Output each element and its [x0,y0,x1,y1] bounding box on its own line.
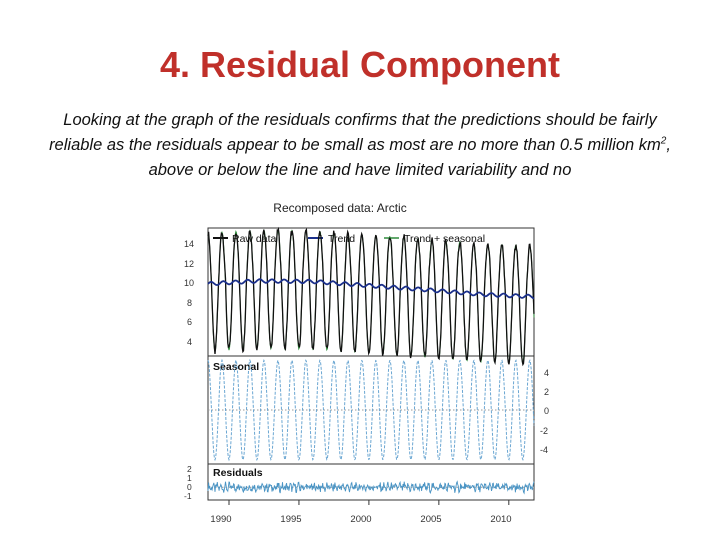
residual-ytick: 0 [187,482,192,492]
series-seasonal [207,358,535,462]
body-text: Looking at the graph of the residuals co… [40,108,680,184]
body-text-part1: Looking at the graph of the residuals co… [49,111,661,154]
residual-ytick: -1 [184,491,192,501]
series-raw-data [207,226,535,367]
raw-ytick: 4 [187,337,192,347]
xtick-2000: 2000 [350,514,371,525]
xtick-1990: 1990 [210,514,231,525]
seasonal-ytick: -2 [540,426,548,436]
residual-y-ticks: 2 1 0 -1 [184,464,192,501]
xtick-2005: 2005 [420,514,441,525]
decomposition-chart: Recomposed data: Arctic Raw data Trend T… [184,201,549,525]
seasonal-panel-label: Seasonal [213,361,259,373]
xtick-1995: 1995 [280,514,301,525]
series-residuals [207,480,535,495]
seasonal-y-ticks: 4 2 0 -2 -4 [540,368,549,455]
raw-ytick: 8 [187,298,192,308]
raw-ytick: 6 [187,317,192,327]
series-trend [207,278,535,300]
seasonal-ytick: 0 [544,406,549,416]
legend-label-trend-seasonal: Trend + seasonal [404,233,485,245]
raw-ytick: 12 [184,259,194,269]
residual-panel-label: Residuals [213,467,263,479]
raw-y-ticks: 14 12 10 8 6 4 [184,239,194,347]
body-text-superscript: 2 [660,135,667,147]
seasonal-ytick: 4 [544,368,549,378]
residual-ytick: 1 [187,473,192,483]
slide-title: 4. Residual Component [159,44,561,85]
seasonal-ytick: -4 [540,445,548,455]
residual-ytick: 2 [187,464,192,474]
chart-title: Recomposed data: Arctic [273,201,406,215]
x-ticks: 1990 1995 2000 2005 2010 [210,514,511,525]
legend-label-raw: Raw data [232,233,277,245]
body-text-part2: , above or below the line and have limit… [148,136,671,179]
raw-ytick: 14 [184,239,194,249]
raw-ytick: 10 [184,278,194,288]
xtick-2010: 2010 [490,514,511,525]
seasonal-ytick: 2 [544,387,549,397]
